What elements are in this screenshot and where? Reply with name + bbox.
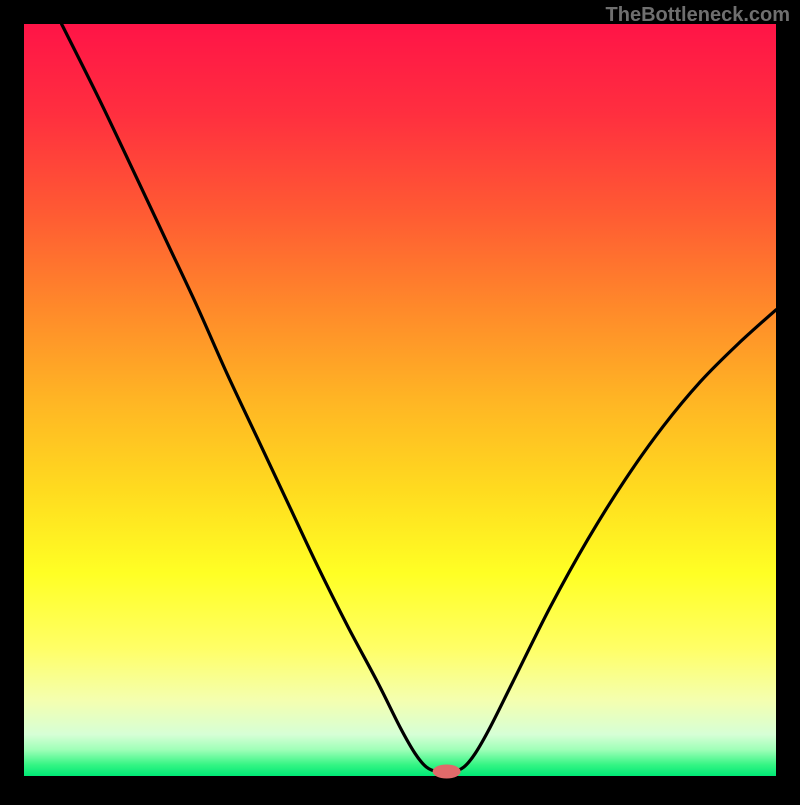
optimal-marker [433, 764, 461, 778]
plot-background [24, 24, 776, 776]
bottleneck-chart [0, 0, 800, 800]
chart-container [0, 0, 800, 800]
